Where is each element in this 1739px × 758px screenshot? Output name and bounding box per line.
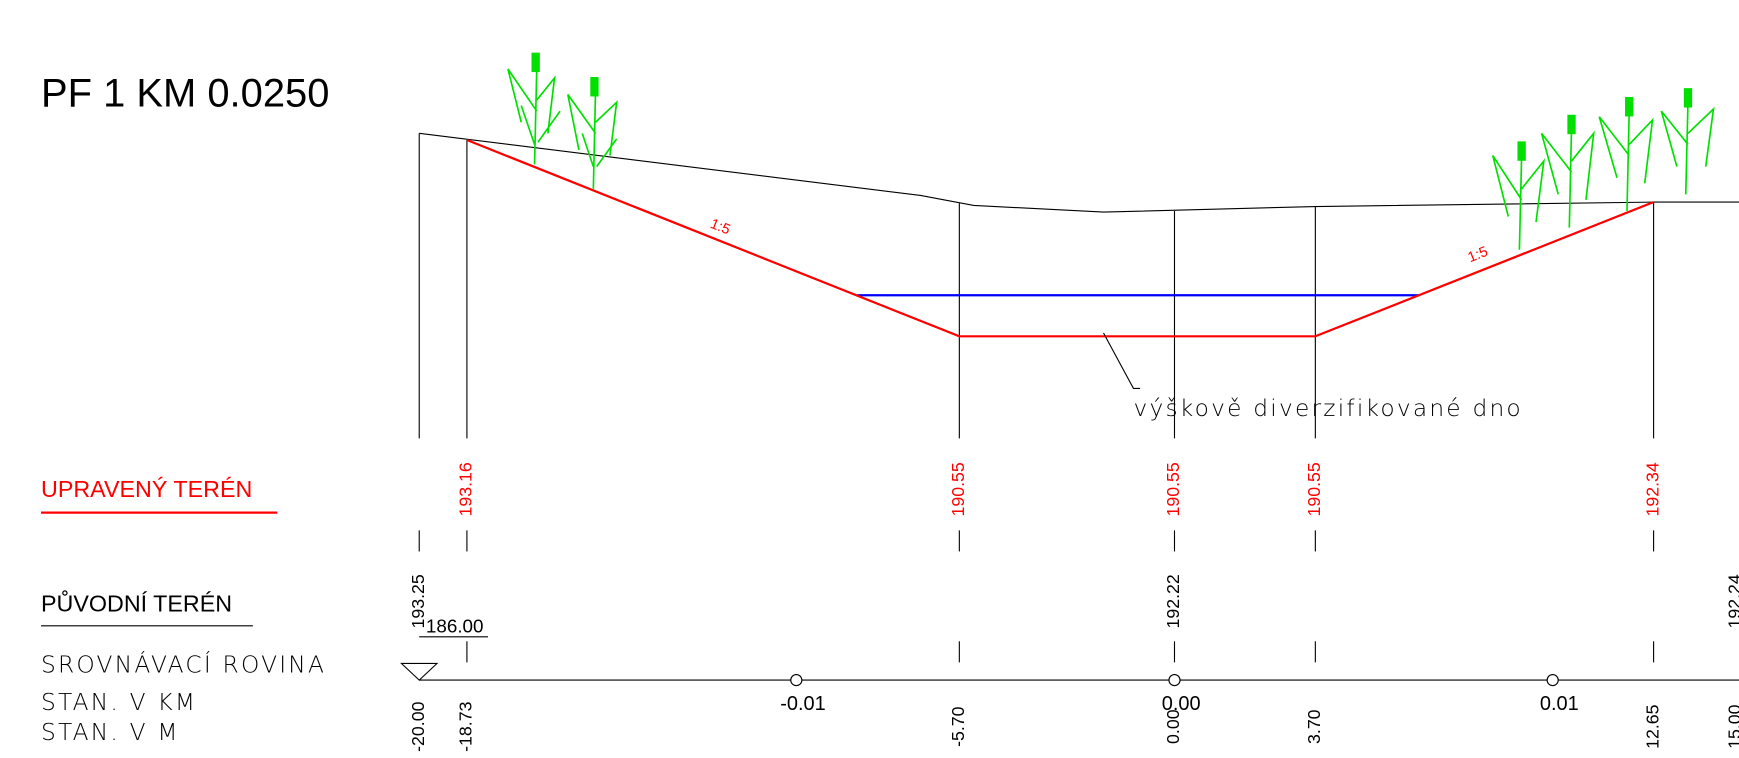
original-level: 192.24 [1724, 574, 1739, 628]
row-label: SROVNÁVACÍ ROVINA [41, 650, 326, 678]
station-m: 3.70 [1304, 709, 1324, 744]
km-marker [1168, 674, 1181, 687]
km-marker [790, 674, 803, 687]
design-level: 190.55 [1163, 462, 1183, 516]
title: PF 1 KM 0.0250 [41, 72, 329, 116]
slope-label: 1:5 [1466, 244, 1491, 266]
station-km: 0.00 [1162, 693, 1201, 715]
leader [1103, 332, 1141, 389]
km-marker [1546, 674, 1559, 687]
station-m: 0.00 [1163, 709, 1183, 744]
row-label: STAN. V M [41, 719, 180, 746]
original-level: 192.22 [1163, 574, 1183, 628]
row-label: PŮVODNÍ TERÉN [41, 588, 232, 616]
row-label: UPRAVENÝ TERÉN [41, 476, 252, 502]
design-level: 190.55 [1304, 462, 1324, 516]
note: výškově diverzifikované dno [1133, 395, 1522, 422]
row-label: STAN. V KM [41, 689, 197, 716]
slope-label: 1:5 [708, 216, 733, 238]
design-level: 192.34 [1642, 462, 1662, 516]
station-m: 12.65 [1642, 704, 1662, 749]
original-level: 193.25 [408, 574, 428, 628]
datum-symbol [400, 662, 439, 681]
datum-level: 186.00 [426, 615, 484, 636]
vegetation [507, 52, 1715, 250]
station-m: 15.00 [1724, 704, 1739, 749]
station-km: 0.01 [1540, 693, 1579, 715]
station-km: -0.01 [780, 693, 825, 715]
station-m: -20.00 [408, 701, 428, 751]
station-m: -18.73 [456, 701, 476, 751]
design-profile [466, 138, 1655, 338]
station-m: -5.70 [948, 706, 968, 747]
design-level: 190.55 [948, 462, 968, 516]
design-level: 193.16 [456, 462, 476, 516]
